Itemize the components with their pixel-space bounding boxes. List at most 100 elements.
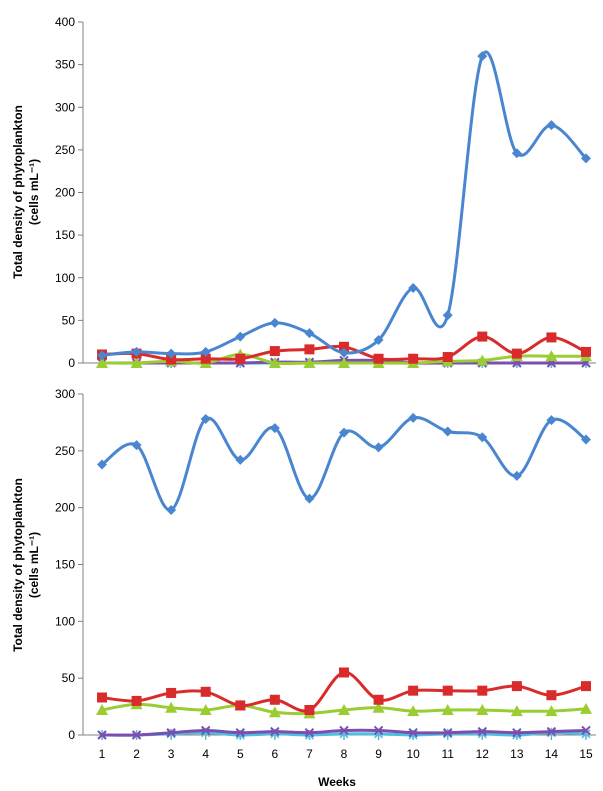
diamond-marker (442, 310, 453, 321)
diamond-marker (235, 454, 246, 465)
square-marker (511, 348, 522, 359)
xmark-marker (546, 726, 557, 737)
y-tick-label: 0 (68, 356, 75, 370)
triangle-marker (165, 701, 178, 713)
square-marker (511, 681, 522, 692)
diamond-marker (546, 415, 557, 426)
x-tick-label: 12 (476, 747, 490, 761)
xmark-marker (408, 728, 418, 738)
series-diamond (97, 50, 591, 361)
xmark-marker (443, 728, 453, 738)
top-y-tick-labels: 0 50 100 150 200 250 300 350 400 (55, 15, 75, 370)
square-marker (408, 685, 419, 696)
triangle-marker (476, 354, 489, 366)
xmark-marker (581, 725, 591, 736)
y-tick-label: 300 (55, 100, 75, 114)
bottom-y-axis-unit: (cells mL⁻¹) (27, 532, 41, 598)
diamond-marker (200, 346, 211, 357)
square-marker (546, 690, 557, 701)
triangle-marker (303, 357, 316, 368)
y-tick-label: 150 (55, 558, 75, 572)
square-marker (131, 695, 142, 706)
y-tick-label: 250 (55, 444, 75, 458)
diamond-marker (408, 412, 419, 423)
x-axis-label: Weeks (318, 775, 356, 789)
triangle-marker (268, 357, 281, 368)
diamond-marker (131, 440, 142, 451)
x-tick-label: 11 (441, 747, 454, 761)
square-marker (200, 353, 211, 364)
square-marker (477, 331, 488, 342)
top-series-layer (96, 50, 592, 368)
x-tick-label: 10 (406, 747, 420, 761)
diamond-marker (581, 153, 591, 164)
bottom-x-tick-labels: 1 2 3 4 5 6 7 8 9 10 11 12 13 14 15 (99, 747, 593, 761)
x-tick-label: 13 (510, 747, 524, 761)
y-tick-label: 300 (55, 387, 75, 401)
top-panel: 0 50 100 150 200 250 300 350 400 Total density o… (11, 15, 596, 370)
diamond-marker (269, 423, 280, 434)
diamond-marker (581, 434, 591, 445)
square-marker (200, 686, 211, 697)
x-tick-label: 2 (133, 747, 140, 761)
diamond-marker (166, 504, 177, 515)
series-line (101, 416, 587, 512)
x-tick-label: 5 (237, 747, 244, 761)
bottom-y-tick-labels: 0 50 100 150 200 250 300 (55, 387, 75, 742)
x-tick-label: 3 (168, 747, 175, 761)
x-tick-label: 6 (272, 747, 279, 761)
diamond-marker (304, 328, 315, 339)
triangle-marker (580, 702, 592, 714)
x-tick-label: 4 (202, 747, 209, 761)
y-tick-label: 100 (55, 271, 75, 285)
diamond-marker (408, 282, 419, 293)
xmark-marker (512, 728, 522, 738)
square-marker (339, 667, 349, 678)
diamond-marker (511, 148, 522, 159)
xmark-marker (373, 725, 384, 736)
square-marker (97, 692, 107, 703)
series-line (101, 50, 588, 357)
square-marker (442, 352, 453, 363)
diamond-marker (442, 426, 453, 437)
triangle-marker (441, 703, 454, 715)
diamond-marker (477, 51, 488, 62)
triangle-marker (510, 705, 523, 717)
x-tick-label: 14 (545, 747, 559, 761)
xmark-marker (304, 728, 315, 738)
series-diamond (97, 412, 591, 515)
triangle-marker (407, 705, 420, 717)
bottom-y-axis-label: Total density of phytoplankton (11, 478, 25, 652)
square-marker (235, 353, 246, 364)
top-y-axis-unit: (cells mL⁻¹) (27, 159, 41, 225)
square-marker (304, 344, 315, 355)
square-marker (581, 346, 591, 357)
x-tick-label: 7 (306, 747, 313, 761)
y-tick-label: 400 (55, 15, 75, 29)
diamond-marker (269, 317, 280, 328)
diamond-marker (131, 346, 142, 357)
diamond-marker (97, 350, 107, 361)
square-marker (269, 346, 280, 357)
square-marker (166, 354, 177, 365)
diamond-marker (200, 414, 211, 425)
y-tick-label: 200 (55, 186, 75, 200)
xmark-marker (235, 728, 245, 738)
y-tick-label: 100 (55, 614, 75, 628)
triangle-marker (96, 703, 108, 715)
series-triangle (96, 698, 592, 719)
diamond-marker (477, 432, 488, 443)
x-tick-label: 9 (375, 747, 382, 761)
square-marker (373, 694, 384, 705)
square-marker (166, 687, 177, 698)
y-tick-label: 350 (55, 58, 75, 72)
square-marker (304, 704, 315, 715)
square-marker (581, 681, 591, 692)
diamond-marker (339, 427, 349, 438)
diamond-marker (373, 334, 384, 345)
triangle-marker (338, 357, 350, 368)
square-marker (269, 694, 280, 705)
series-xmark (97, 725, 591, 740)
square-marker (373, 353, 384, 364)
diamond-marker (235, 331, 246, 342)
